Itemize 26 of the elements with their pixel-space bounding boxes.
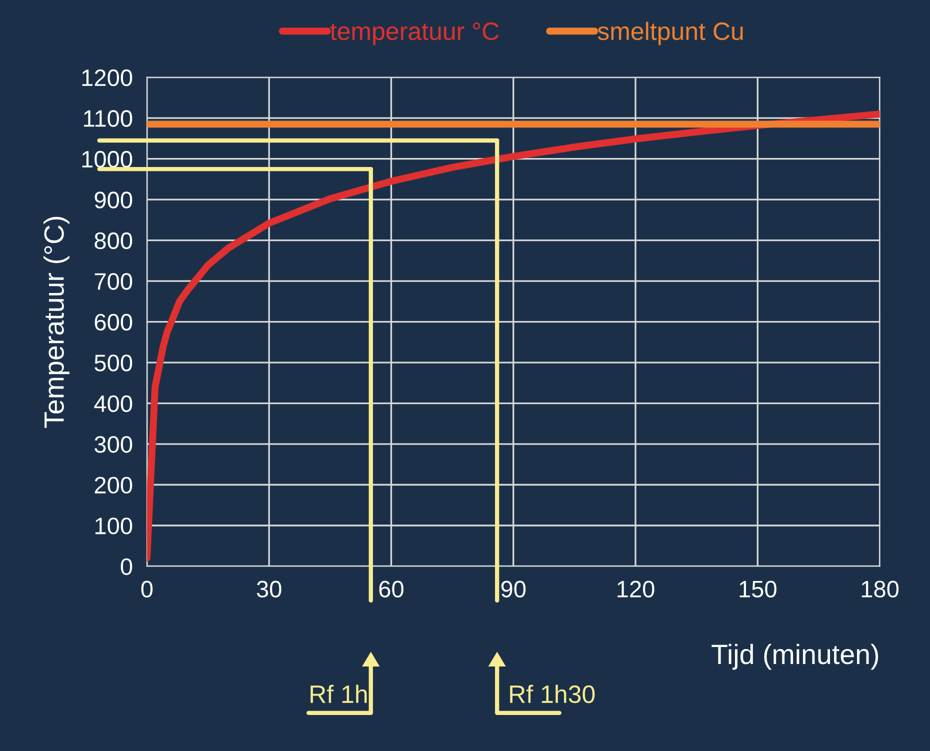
y-tick-label: 500 [94, 354, 132, 372]
y-tick-label: 1200 [82, 69, 132, 86]
y-tick-label: 300 [94, 436, 132, 453]
x-tick-label: 90 [501, 580, 526, 598]
x-tick-label: 30 [256, 580, 282, 598]
y-tick-label: 800 [94, 232, 132, 250]
y-tick-label: 600 [94, 314, 132, 331]
x-tick-label: 120 [618, 580, 654, 598]
x-tick-label: 180 [862, 580, 899, 598]
y-tick-label: 400 [94, 395, 132, 412]
x-axis-title: Tijd (minuten) [712, 644, 878, 670]
x-tick-label: 150 [740, 580, 776, 598]
y-axis-title: Temperatuur (°C) [44, 216, 70, 428]
y-tick-label: 1000 [82, 150, 132, 168]
x-tick-label: 60 [379, 580, 404, 598]
y-tick-label: 700 [94, 273, 132, 290]
y-tick-label: 0 [120, 558, 132, 576]
y-tick-label: 200 [94, 476, 132, 494]
text: Rf 1h30 [510, 684, 595, 704]
y-tick-label: 1100 [84, 110, 132, 127]
legend-label: temperatuur °C [330, 22, 499, 46]
y-tick-label: 100 [95, 518, 132, 534]
y-tick-label: 900 [94, 192, 132, 208]
x-tick-label: 0 [141, 580, 153, 598]
text: Rf 1h [310, 684, 367, 703]
legend-label: smeltpunt Cu [598, 22, 743, 46]
